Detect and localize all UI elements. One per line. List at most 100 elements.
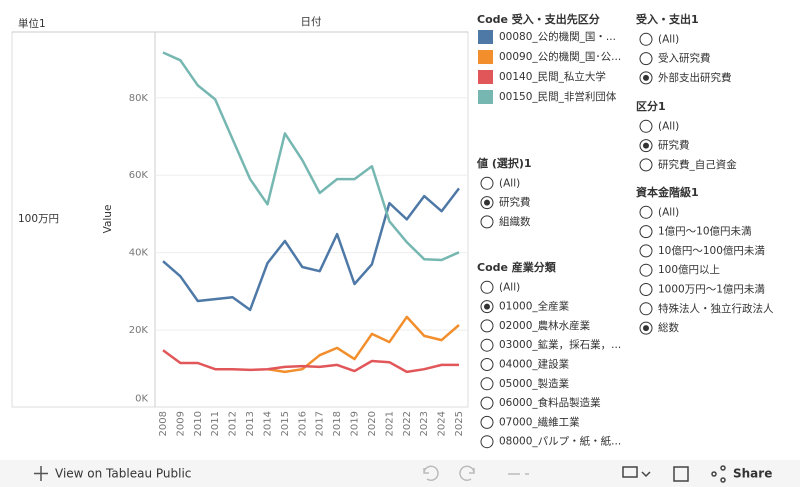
x-tick-label: 2010	[193, 411, 204, 436]
filter-option[interactable]: 研究費_自己資金	[658, 158, 737, 171]
radio-button[interactable]	[639, 158, 653, 172]
radio-button[interactable]	[480, 176, 494, 190]
row-header: 単位1	[18, 17, 46, 30]
filter-option[interactable]: 08000_パルプ・紙・紙...	[499, 435, 621, 448]
x-tick-label: 2009	[175, 411, 186, 436]
y-tick-label: 80K	[129, 93, 149, 104]
radio-button[interactable]	[639, 52, 653, 66]
line-series	[162, 187, 460, 312]
line-series	[162, 51, 460, 262]
filter-option[interactable]: 04000_建設業	[499, 358, 570, 371]
filter-option[interactable]: 組織数	[499, 215, 531, 228]
line-series	[267, 315, 460, 374]
toolbar-actions[interactable]	[622, 465, 726, 483]
filter-title: 資本金階級1	[636, 185, 699, 199]
legend-swatch	[478, 30, 493, 44]
column-header: 日付	[301, 15, 322, 28]
filter-option[interactable]: 受入研究費	[658, 52, 711, 65]
x-tick-label: 2013	[245, 411, 256, 436]
filter-option[interactable]: 03000_鉱業，採石業，...	[499, 338, 621, 351]
x-tick-label: 2011	[210, 411, 221, 436]
x-tick-label: 2008	[158, 411, 169, 436]
x-tick-label: 2020	[367, 411, 378, 436]
radio-dot	[484, 199, 490, 206]
radio-button[interactable]	[639, 263, 653, 277]
x-tick-label: 2021	[384, 411, 395, 436]
y-tick-label: 40K	[129, 248, 149, 259]
filter-option[interactable]: (All)	[658, 33, 679, 45]
radio-button[interactable]	[639, 283, 653, 296]
radio-button[interactable]	[480, 319, 494, 333]
x-tick-label: 2015	[280, 411, 291, 436]
legend-title: Code 受入・支出先区分	[477, 12, 600, 26]
filter-option[interactable]: 研究費	[499, 196, 531, 209]
filter-title: 区分1	[636, 99, 666, 113]
view-link[interactable]: View on Tableau Public	[55, 467, 191, 481]
filter-option[interactable]: (All)	[499, 177, 520, 189]
radio-dot	[484, 303, 490, 310]
x-tick-label: 2012	[228, 411, 239, 436]
x-tick-label: 2016	[297, 411, 308, 436]
y-axis-title: Value	[102, 205, 114, 234]
radio-button[interactable]	[480, 215, 494, 229]
radio-dot	[643, 142, 649, 149]
chart-frame	[11, 31, 469, 408]
line-series	[162, 349, 459, 374]
x-tick-label: 2022	[402, 411, 413, 436]
filter-option[interactable]: 特殊法人・独立行政法人	[658, 302, 774, 315]
radio-button[interactable]	[639, 119, 653, 133]
x-tick-label: 2024	[437, 411, 448, 436]
filter-option[interactable]: 01000_全産業	[499, 300, 570, 313]
legend-label: 00140_民間_私立大学	[499, 70, 606, 83]
radio-button[interactable]	[480, 338, 494, 352]
filter-option[interactable]: 07000_繊維工業	[499, 415, 580, 428]
filter-option[interactable]: 1億円～10億円未満	[658, 225, 752, 238]
filter-option[interactable]: 100億円以上	[658, 263, 720, 276]
filter-title: Code 産業分類	[477, 260, 557, 274]
filter-option[interactable]: (All)	[499, 281, 520, 293]
toolbar	[0, 460, 800, 487]
radio-button[interactable]	[480, 415, 494, 429]
radio-button[interactable]	[639, 244, 653, 258]
x-tick-label: 2017	[315, 411, 326, 436]
filter-option[interactable]: 外部支出研究費	[658, 71, 732, 84]
filter-option[interactable]: (All)	[658, 206, 679, 218]
filter-option[interactable]: 1000万円～1億円未満	[658, 283, 765, 296]
tableau-icon[interactable]	[34, 466, 48, 481]
radio-dot	[643, 325, 649, 332]
radio-button[interactable]	[480, 396, 494, 410]
legend-label: 00080_公的機関_国・...	[499, 30, 616, 43]
y-tick-label: 60K	[129, 170, 149, 181]
filter-option[interactable]: 05000_製造業	[499, 377, 570, 390]
toolbar-icons	[423, 465, 529, 481]
radio-button[interactable]	[480, 358, 494, 371]
legend-label: 00090_公的機関_国･公...	[499, 50, 621, 63]
filter-option[interactable]: 02000_農林水産業	[499, 319, 591, 332]
radio-button[interactable]	[639, 32, 653, 46]
filter-option[interactable]: 総数	[658, 321, 679, 334]
radio-button[interactable]	[639, 302, 653, 316]
y-tick-label: 20K	[129, 325, 149, 336]
filter-title: 値 (選択)1	[476, 156, 532, 170]
radio-button[interactable]	[480, 435, 494, 449]
legend-label: 00150_民間_非営利団体	[499, 90, 617, 103]
x-tick-label: 2019	[350, 411, 361, 436]
filter-title: 受入・支出1	[636, 12, 699, 26]
radio-button[interactable]	[480, 280, 494, 294]
filter-option[interactable]: 10億円～100億円未満	[658, 244, 765, 257]
filter-option[interactable]: 研究費	[658, 139, 690, 152]
x-tick-label: 2023	[419, 411, 430, 436]
filter-option[interactable]: (All)	[658, 120, 679, 132]
legend-swatch	[478, 50, 493, 64]
radio-button[interactable]	[480, 377, 494, 391]
radio-button[interactable]	[639, 205, 653, 219]
x-tick-label: 2025	[454, 411, 465, 436]
radio-button[interactable]	[639, 225, 653, 239]
legend-swatch	[478, 70, 493, 84]
legend-swatch	[478, 90, 493, 104]
radio-dot	[643, 74, 649, 81]
filter-option[interactable]: 06000_食料品製造業	[499, 396, 601, 409]
y-tick-label: 0K	[135, 394, 148, 405]
share-button[interactable]: Share	[733, 467, 772, 481]
